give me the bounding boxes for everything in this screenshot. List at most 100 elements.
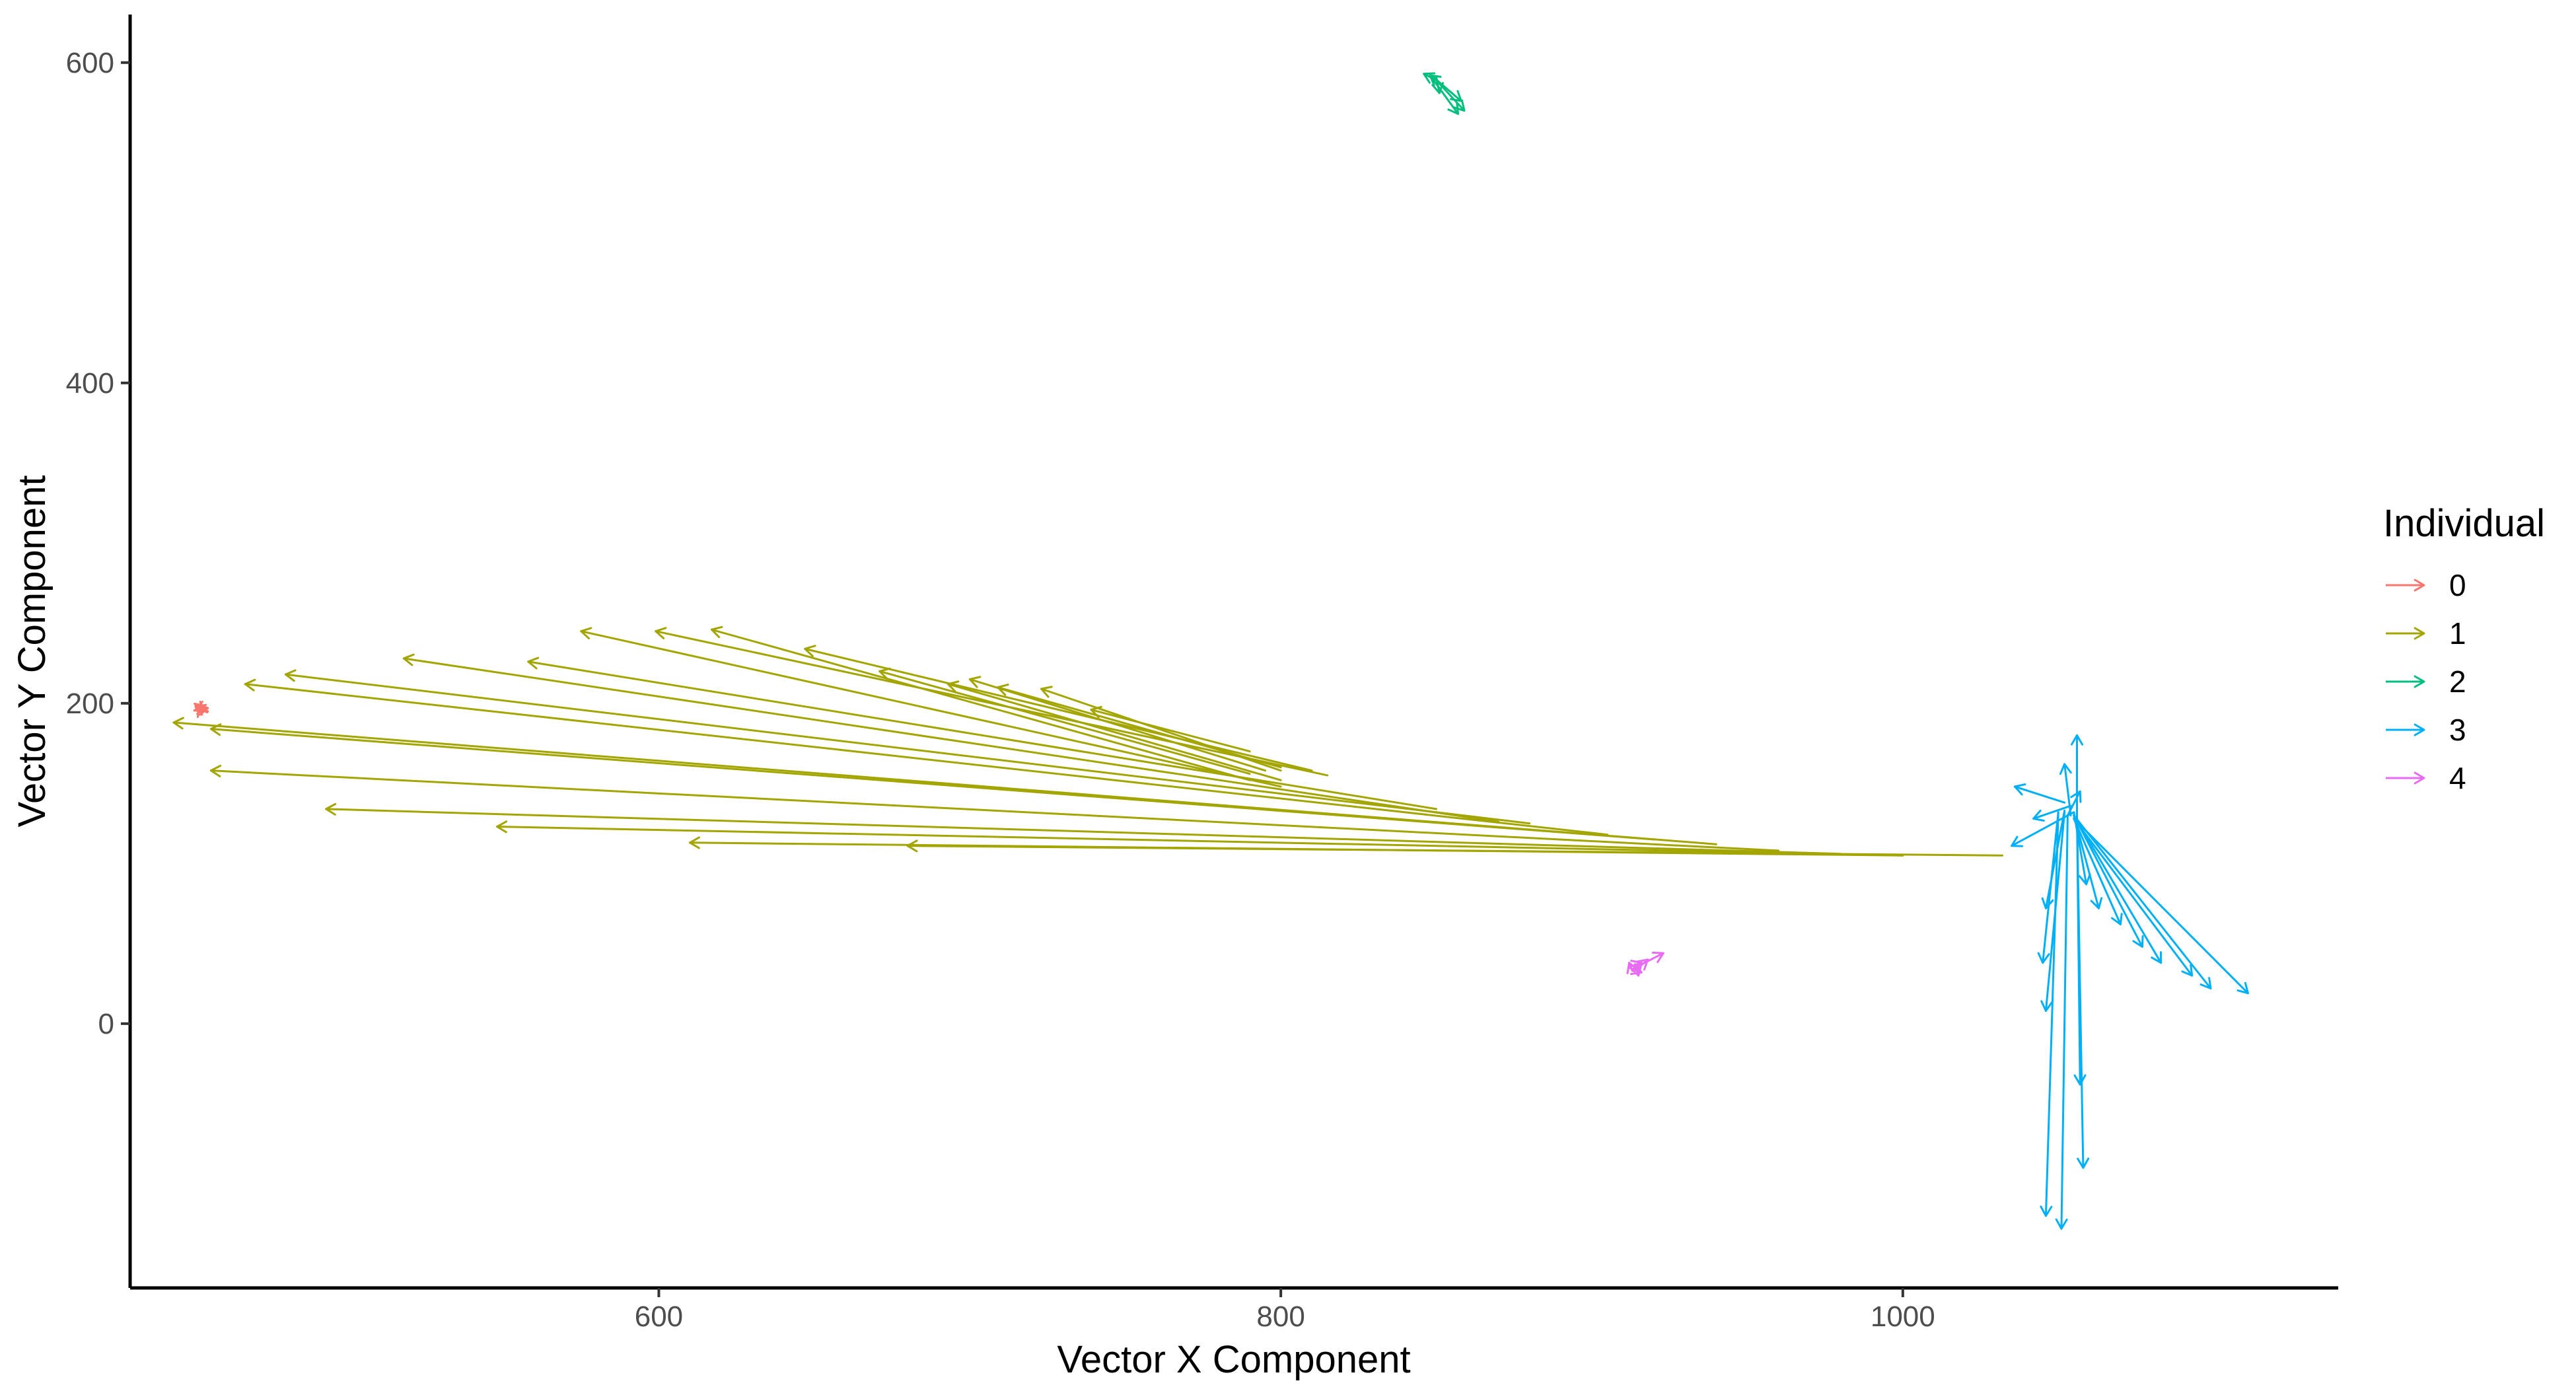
vector-arrow-head [2059,763,2072,775]
vector-arrow-shaft [710,628,1251,781]
vector-arrow-shaft [2013,785,2066,804]
vector-arrow-head [1429,74,1442,87]
vector-arrow-shaft [1040,688,1282,772]
vector-arrow-head [2200,977,2212,989]
vector-arrow-shaft [2073,814,2143,948]
vector-arrow-head [947,680,960,693]
vector-arrow-shaft [527,660,1438,810]
series-0-arrows [193,700,209,719]
legend-item-2: 2 [2386,664,2466,699]
vector-arrow-shaft [968,678,1267,772]
legend-key-arrow-head [2414,627,2425,640]
y-tick-label: 0 [98,1008,114,1040]
series-1-arrows [172,625,2003,857]
vector-arrow-head [2013,783,2026,796]
vector-arrow-head [209,723,222,736]
x-tick-label: 1000 [1871,1300,1935,1333]
vector-arrow-shaft [2042,811,2059,964]
vector-arrow-head [1651,951,1664,964]
vector-arrow-head [402,653,415,666]
vector-arrow-shaft [2044,809,2066,909]
vector-arrow-shaft [804,647,1313,772]
series-3-arrows [2011,734,2249,1230]
vector-arrow-shaft [209,769,1779,852]
vector-arrow-shaft [2032,804,2072,820]
vector-arrow-head [689,836,700,849]
vector-arrow-head [325,802,337,816]
vector-arrow-head [527,657,540,670]
vector-arrow-head [2151,951,2163,964]
legend-key-arrow-head [2414,771,2425,785]
x-tick-label: 800 [1256,1300,1305,1333]
vector-arrow-head [244,678,256,692]
vector-arrow-head [172,717,184,730]
y-tick-label: 200 [66,688,114,720]
vector-arrow-head [2236,981,2249,995]
vector-arrow-shaft [2073,814,2212,989]
vector-arrow-head [804,645,816,657]
vector-arrow-shaft [1435,79,1466,112]
vector-arrow-head [1447,102,1460,115]
vector-arrow-head [878,667,891,680]
vector-arrow-head [1090,705,1102,719]
series-4-arrows [1626,951,1664,977]
axis-ticks: 600 800 1000 0 200 400 600 [66,47,1935,1333]
vector-arrow-shaft [2073,814,2163,964]
legend-label: 4 [2449,761,2466,795]
vector-arrow-shaft [2073,817,2249,995]
vector-arrow-shaft [496,826,1904,857]
vector-arrow-head [2181,964,2194,977]
vector-arrow-shaft [209,728,1655,841]
plot-marks [172,72,2249,1230]
vector-arrow-shaft [2073,811,2088,886]
y-tick-label: 400 [66,367,114,400]
legend-label: 0 [2449,568,2466,602]
legend-label: 1 [2449,616,2466,651]
legend-key-arrow-head [2414,675,2425,688]
vector-arrow-shaft [244,683,1609,836]
vector-arrow-head [997,684,1009,696]
vector-arrow-shaft [194,705,209,713]
vector-arrow-shaft [2060,814,2069,1230]
legend-item-3: 3 [2386,713,2466,747]
legend-label: 2 [2449,664,2466,699]
vector-arrow-shaft [1637,958,1649,969]
legend-key-arrow-head [2414,723,2425,736]
vector-arrow-head [2055,1218,2068,1230]
vector-arrow-head [2037,952,2050,964]
vector-arrow-head [580,627,592,639]
vector-arrow-head [496,820,508,834]
vector-arrow-shaft [1090,709,1251,753]
legend: Individual 0 1 2 3 4 [2383,502,2545,795]
legend-item-0: 0 [2386,568,2466,602]
vector-arrow-head [2110,913,2123,925]
vector-arrow-head [209,764,222,777]
vector-arrow-head [2070,734,2083,746]
legend-label: 3 [2449,713,2466,747]
legend-title: Individual [2383,502,2545,545]
vector-arrow-shaft [2073,817,2122,925]
vector-arrow-head [2040,1000,2054,1012]
vector-arrow-head [2073,1074,2087,1086]
vector-arrow-head [2078,873,2091,886]
vector-arrow-shaft [325,808,1842,855]
vector-arrow-head [2077,1157,2090,1169]
vector-arrow-shaft [402,657,1500,823]
vector-arrow-shaft [1429,74,1460,115]
vector-arrow-head [2132,935,2144,948]
vector-arrow-head [2011,836,2024,847]
vector-arrow-head [1626,962,1639,975]
vector-arrow-shaft [1429,74,1444,87]
vector-arrow-head [2041,897,2054,909]
vector-arrow-shaft [2066,790,2081,817]
x-tick-label: 600 [635,1300,683,1333]
vector-arrow-head [1423,72,1436,84]
legend-item-4: 4 [2386,761,2466,795]
vector-arrow-shaft [947,683,1282,781]
legend-item-1: 1 [2386,616,2466,651]
vector-arrow-head [2032,809,2045,822]
legend-key-arrow-head [2414,579,2425,592]
y-tick-label: 600 [66,47,114,79]
vector-arrow-head [1636,958,1649,971]
